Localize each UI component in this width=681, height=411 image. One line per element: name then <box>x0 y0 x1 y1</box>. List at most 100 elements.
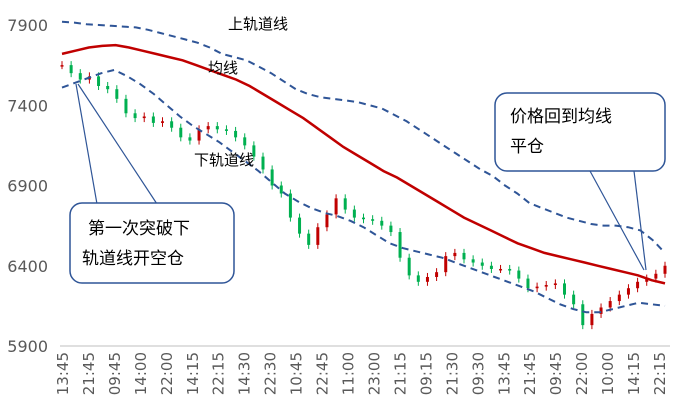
price-candle <box>252 145 256 157</box>
price-candle <box>462 252 466 260</box>
price-candle <box>526 278 530 289</box>
price-candle <box>407 257 411 276</box>
x-tick-label: 14:15 <box>184 352 202 395</box>
price-candle <box>435 272 439 277</box>
price-candle <box>599 307 603 314</box>
x-tick-label: 22:00 <box>158 352 176 395</box>
price-candle <box>170 121 174 128</box>
price-candle <box>480 262 484 266</box>
price-candle <box>298 217 302 234</box>
x-tick-label: 14:30 <box>236 352 254 395</box>
price-candle <box>371 219 375 221</box>
price-candle <box>188 137 192 141</box>
lower-band-label: 下轨道线 <box>194 151 254 169</box>
price-candle <box>270 169 274 186</box>
price-candle <box>645 278 649 282</box>
price-candle <box>261 156 265 170</box>
price-candle <box>553 283 557 286</box>
price-candle <box>636 281 640 289</box>
price-candle <box>626 288 630 295</box>
price-candle <box>535 286 539 289</box>
price-candle <box>243 137 247 146</box>
y-tick-label: 5900 <box>7 337 48 356</box>
x-tick-label: 09:30 <box>469 352 487 395</box>
x-tick-label: 13:45 <box>54 352 72 395</box>
callout-box <box>494 92 666 172</box>
y-tick-label: 7900 <box>7 16 48 35</box>
x-tick-label: 22:15 <box>651 352 669 395</box>
callout-box <box>69 202 235 284</box>
x-tick-label: 21:30 <box>443 352 461 395</box>
price-candle <box>224 129 228 131</box>
price-candle <box>517 270 521 279</box>
x-tick-label: 09:45 <box>547 352 565 395</box>
price-candle <box>389 225 393 233</box>
mid-line-label: 均线 <box>208 59 238 77</box>
x-tick-label: 10:45 <box>288 352 306 395</box>
price-candle <box>288 193 292 218</box>
price-series <box>60 61 667 330</box>
price-candle <box>608 301 612 308</box>
upper-band-label: 上轨道线 <box>228 15 288 33</box>
price-candle <box>334 198 338 215</box>
price-candle <box>663 265 667 274</box>
price-candle <box>215 126 219 130</box>
x-tick-label: 09:15 <box>417 352 435 395</box>
price-candle <box>343 198 347 210</box>
x-tick-label: 22:00 <box>573 352 591 395</box>
price-candle <box>380 220 384 226</box>
price-candle <box>544 285 548 287</box>
price-candle <box>581 304 585 326</box>
price-candle <box>590 313 594 326</box>
series-line-上轨道线 <box>61 20 666 254</box>
price-candle <box>106 85 110 90</box>
price-candle <box>60 65 64 67</box>
callout-line-1: 价格回到均线 <box>510 107 612 127</box>
price-candle <box>325 214 329 228</box>
callout-pointer <box>75 83 98 205</box>
price-candle <box>398 232 402 258</box>
x-tick-label: 21:45 <box>80 352 98 395</box>
y-tick-label: 7400 <box>7 96 48 115</box>
price-candle <box>206 126 210 130</box>
x-tick-label: 11:00 <box>340 352 358 395</box>
price-candle <box>453 252 457 257</box>
price-candle <box>78 73 82 80</box>
band-lines <box>61 20 666 314</box>
callout-pointer <box>77 83 158 205</box>
price-candle <box>179 127 183 138</box>
price-candle <box>654 273 658 279</box>
price-candle <box>133 113 137 119</box>
series-line-下轨道线 <box>61 68 666 314</box>
callout-pointer <box>633 170 647 271</box>
price-candle <box>416 275 420 282</box>
series-line-均线 <box>61 43 666 285</box>
open-position-callout: 第一次突破下 轨道线开空仓 <box>69 83 235 284</box>
y-tick-label: 6900 <box>7 177 48 196</box>
x-tick-label: 22:30 <box>262 352 280 395</box>
price-candle <box>563 283 566 295</box>
callout-line-2: 平仓 <box>510 137 544 157</box>
price-candle <box>508 268 512 271</box>
price-candle <box>115 89 119 99</box>
price-candle <box>161 121 164 123</box>
price-candle <box>97 76 101 86</box>
price-candle <box>69 65 73 74</box>
x-axis: 13:45 21:45 09:45 14:00 22:00 14:15 22:15 14:30… <box>54 352 669 395</box>
price-candle <box>151 116 155 123</box>
price-candle <box>234 130 238 138</box>
callout-line-1: 第一次突破下 <box>88 219 190 239</box>
price-candle <box>489 265 493 269</box>
x-tick-label: 21:45 <box>521 352 539 395</box>
price-candle <box>279 185 283 194</box>
price-candle <box>572 294 576 305</box>
callout-line-2: 轨道线开空仓 <box>82 249 184 269</box>
close-position-callout: 价格回到均线 平仓 <box>494 92 666 271</box>
y-axis: 5900 6400 6900 7400 7900 <box>7 16 48 356</box>
callout-pointer <box>589 170 645 271</box>
price-candle <box>425 276 429 282</box>
x-tick-label: 14:15 <box>625 352 643 395</box>
price-candle <box>197 129 201 141</box>
price-candle <box>124 98 128 114</box>
